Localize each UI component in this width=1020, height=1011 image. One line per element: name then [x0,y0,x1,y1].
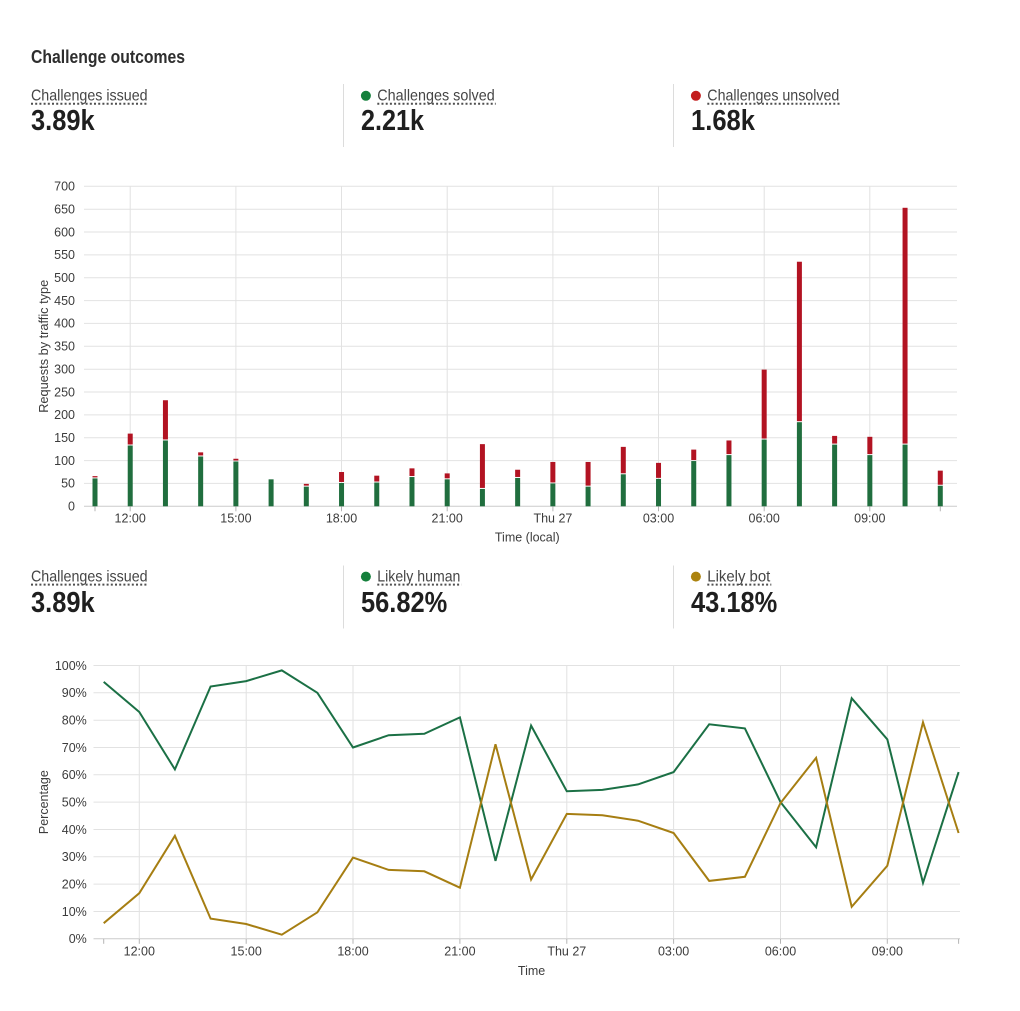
svg-text:100%: 100% [55,659,87,673]
svg-text:Likely bot: Likely bot [707,569,771,586]
svg-text:Challenges solved: Challenges solved [377,88,494,105]
svg-text:0%: 0% [69,932,87,946]
svg-text:80%: 80% [62,714,87,728]
svg-text:15:00: 15:00 [231,944,262,958]
svg-text:30%: 30% [62,850,87,864]
svg-text:12:00: 12:00 [115,512,146,526]
svg-text:06:00: 06:00 [749,512,780,526]
svg-text:43.18%: 43.18% [691,587,777,619]
svg-text:Percentage: Percentage [37,770,51,834]
svg-text:0: 0 [68,500,75,514]
svg-text:Time (local): Time (local) [495,531,560,545]
svg-text:21:00: 21:00 [432,512,463,526]
svg-text:12:00: 12:00 [124,944,155,958]
svg-text:18:00: 18:00 [326,512,357,526]
svg-text:50%: 50% [62,795,87,809]
svg-text:550: 550 [54,248,75,262]
svg-text:Challenges issued: Challenges issued [31,88,148,105]
svg-text:450: 450 [54,294,75,308]
svg-text:60%: 60% [62,768,87,782]
svg-text:100: 100 [54,454,75,468]
svg-text:50: 50 [61,477,75,491]
svg-text:300: 300 [54,363,75,377]
svg-text:Time: Time [518,964,545,978]
svg-text:10%: 10% [62,905,87,919]
svg-text:03:00: 03:00 [643,512,674,526]
svg-text:500: 500 [54,271,75,285]
svg-text:70%: 70% [62,741,87,755]
svg-text:Thu 27: Thu 27 [547,944,586,958]
svg-text:09:00: 09:00 [872,944,903,958]
svg-text:2.21k: 2.21k [361,105,424,137]
svg-text:Likely human: Likely human [377,569,460,586]
svg-text:350: 350 [54,340,75,354]
svg-text:21:00: 21:00 [444,944,475,958]
svg-text:3.89k: 3.89k [31,587,95,619]
svg-text:650: 650 [54,203,75,217]
svg-text:20%: 20% [62,877,87,891]
svg-text:06:00: 06:00 [765,944,796,958]
svg-text:Challenges issued: Challenges issued [31,569,148,586]
svg-text:03:00: 03:00 [658,944,689,958]
svg-text:15:00: 15:00 [220,512,251,526]
svg-text:Challenge outcomes: Challenge outcomes [31,46,185,67]
svg-text:600: 600 [54,225,75,239]
svg-text:56.82%: 56.82% [361,587,447,619]
svg-text:250: 250 [54,385,75,399]
svg-text:400: 400 [54,317,75,331]
svg-text:Requests by traffic type: Requests by traffic type [37,280,51,413]
svg-text:Thu 27: Thu 27 [533,512,572,526]
svg-text:150: 150 [54,431,75,445]
svg-text:09:00: 09:00 [854,512,885,526]
svg-text:Challenges unsolved: Challenges unsolved [707,88,839,105]
svg-text:1.68k: 1.68k [691,105,755,137]
svg-text:40%: 40% [62,823,87,837]
svg-text:18:00: 18:00 [337,944,368,958]
svg-text:200: 200 [54,408,75,422]
svg-text:3.89k: 3.89k [31,105,95,137]
svg-text:700: 700 [54,180,75,194]
svg-text:90%: 90% [62,686,87,700]
